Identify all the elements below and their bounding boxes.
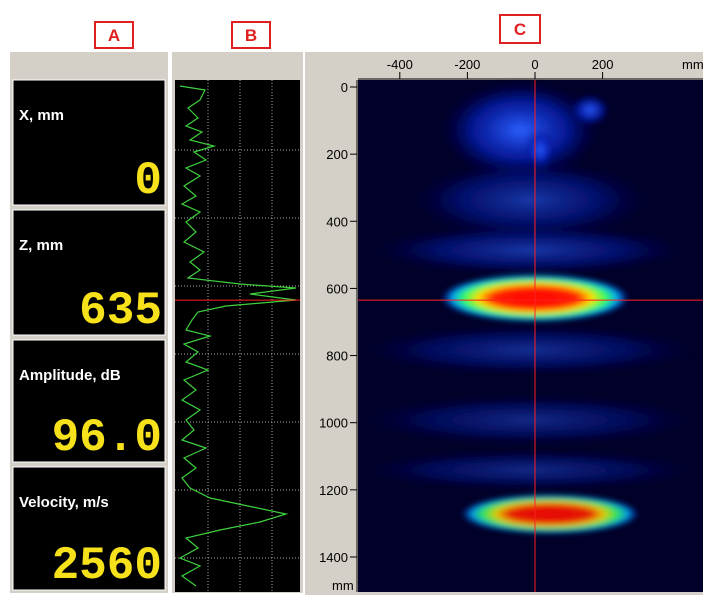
y-tick-label: 1400 (319, 550, 348, 565)
tag: A (108, 26, 120, 45)
y-tick-label: 400 (326, 214, 348, 229)
y-tick-label: 0 (341, 80, 348, 95)
readout-value: 2560 (52, 540, 162, 592)
y-tick-label: 200 (326, 147, 348, 162)
x-tick-label: 200 (592, 57, 614, 72)
readout-label: Amplitude, dB (19, 367, 121, 384)
x-tick-label: 0 (531, 57, 538, 72)
y-tick-label: 1200 (319, 483, 348, 498)
y-tick-label: 600 (326, 281, 348, 296)
x-unit: mm (682, 57, 703, 72)
x-tick-label: -200 (454, 57, 480, 72)
y-tick-label: 800 (326, 349, 348, 364)
readout-value: 635 (79, 285, 162, 337)
screen: A B C X, mm 0 Z, mm 635 Amplitude, dB 96.0 Vel… (0, 0, 703, 595)
tag: B (245, 26, 257, 45)
readout-label: Velocity, m/s (19, 494, 109, 511)
tag: C (514, 20, 526, 39)
readout-label: Z, mm (19, 237, 63, 254)
y-unit: mm (332, 578, 354, 593)
x-tick-label: -400 (387, 57, 413, 72)
readout-value: 0 (134, 155, 162, 207)
page: A B C X, mm 0 Z, mm 635 Amplitude, dB 96.0 Vel… (0, 0, 703, 595)
y-tick-label: 1000 (319, 416, 348, 431)
readout-value: 96.0 (52, 412, 162, 464)
readout-label: X, mm (19, 107, 64, 124)
